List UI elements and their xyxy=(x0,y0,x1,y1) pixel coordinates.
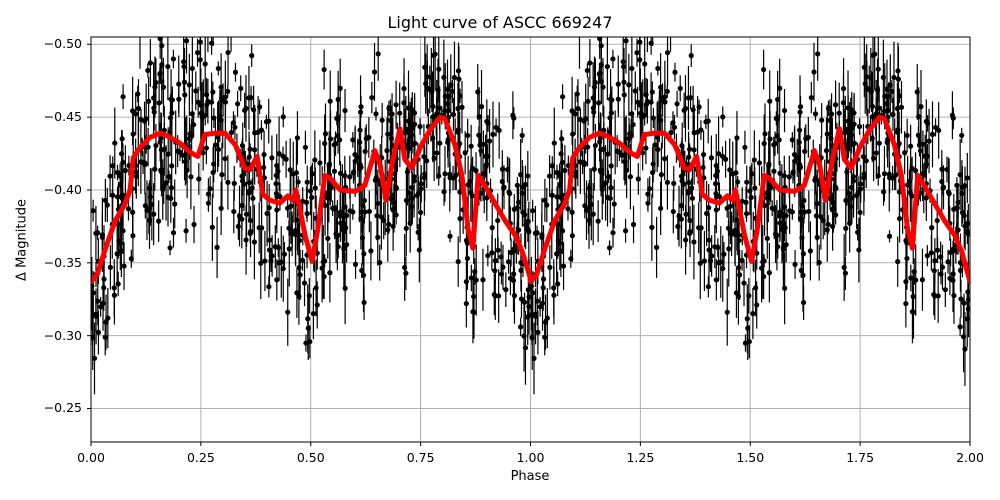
x-tick-label: 0.00 xyxy=(77,450,105,465)
x-tick-label: 2.00 xyxy=(956,450,984,465)
axis-ticks xyxy=(87,43,971,446)
x-tick-label: 1.50 xyxy=(736,450,765,465)
observation-points xyxy=(91,37,970,395)
x-tick-label: 0.50 xyxy=(296,450,325,465)
y-tick-label: −0.50 xyxy=(43,36,82,52)
x-tick-label: 1.75 xyxy=(846,450,875,465)
y-tick-label: −0.40 xyxy=(43,181,82,197)
x-tick-label: 0.25 xyxy=(186,450,215,465)
model-curve xyxy=(91,114,970,285)
y-tick-label: −0.30 xyxy=(43,327,82,343)
y-axis-label: Δ Magnitude xyxy=(14,199,30,281)
x-tick-label: 1.00 xyxy=(516,450,545,465)
chart-title: Light curve of ASCC 669247 xyxy=(387,13,613,32)
x-tick-label: 0.75 xyxy=(406,450,435,465)
y-tick-label: −0.35 xyxy=(43,254,82,270)
y-tick-label: −0.45 xyxy=(43,109,82,125)
y-tick-label: −0.25 xyxy=(43,400,82,416)
x-axis-label: Phase xyxy=(510,469,550,484)
x-tick-label: 1.25 xyxy=(626,450,655,465)
